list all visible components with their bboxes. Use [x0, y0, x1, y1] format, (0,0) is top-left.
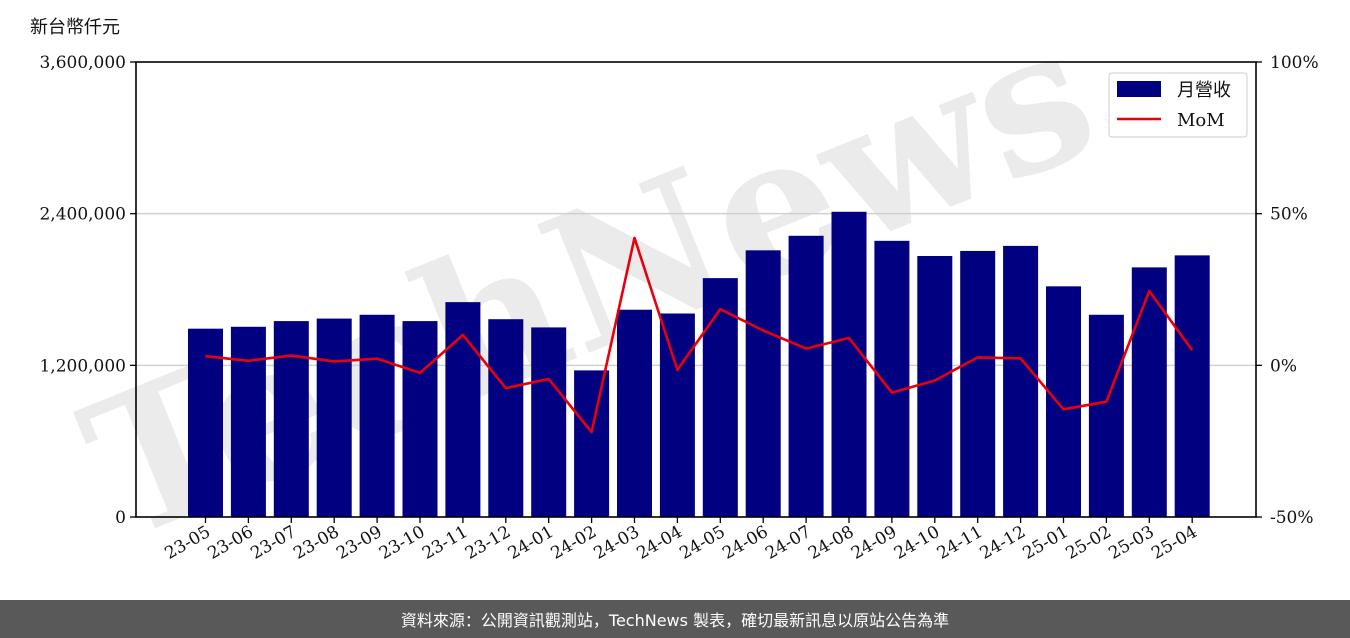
y-right-tick-label: 0%: [1270, 356, 1297, 376]
bar: [617, 309, 652, 517]
bar: [445, 302, 481, 517]
bar: [230, 326, 266, 517]
x-tick-label: 24-04: [633, 522, 685, 564]
x-tick-label: 24-02: [548, 522, 600, 564]
y-left-tick-label: 1,200,000: [39, 356, 126, 376]
bar: [960, 250, 996, 517]
bar: [1088, 314, 1124, 517]
source-footer: 資料來源：公開資訊觀測站，TechNews 製表，確切最新訊息以原站公告為準: [0, 600, 1350, 638]
bar: [273, 321, 309, 517]
y-left-tick-label: 0: [115, 508, 126, 528]
legend-bar-swatch: [1117, 81, 1161, 97]
bar: [316, 318, 352, 517]
bar: [745, 250, 781, 517]
bar: [188, 328, 223, 517]
y-left-tick-label: 3,600,000: [39, 53, 126, 73]
x-tick-label: 24-12: [977, 522, 1029, 564]
x-tick-label: 24-08: [805, 522, 857, 564]
bar: [831, 211, 867, 518]
y-right-tick-label: 50%: [1270, 205, 1308, 225]
x-tick-label: 24-10: [891, 522, 943, 564]
x-tick-label: 23-08: [290, 522, 342, 564]
bar: [788, 235, 824, 517]
bar: [1174, 255, 1210, 517]
bar: [402, 321, 438, 517]
x-tick-label: 24-03: [591, 522, 643, 564]
x-tick-label: 24-07: [762, 522, 814, 564]
bar: [531, 327, 567, 517]
bar: [702, 278, 738, 517]
unit-label: 新台幣仟元: [30, 17, 120, 38]
x-tick-label: 24-09: [848, 522, 900, 564]
x-tick-label: 24-01: [505, 522, 557, 564]
x-tick-label: 23-09: [333, 522, 385, 564]
x-tick-label: 25-03: [1105, 522, 1157, 564]
bar: [659, 313, 695, 517]
bar: [1046, 286, 1081, 517]
y-right-tick-label: -50%: [1270, 508, 1314, 528]
x-tick-label: 25-01: [1020, 522, 1072, 564]
bar: [917, 256, 953, 517]
y-right-tick-label: 100%: [1270, 53, 1319, 73]
x-tick-label: 24-06: [719, 522, 771, 564]
x-tick-label: 25-02: [1062, 522, 1114, 564]
bar: [1003, 245, 1039, 518]
y-left-tick-label: 2,400,000: [39, 205, 126, 225]
legend-label-mom: MoM: [1177, 110, 1225, 131]
bar: [488, 319, 524, 517]
x-tick-label: 25-04: [1148, 522, 1200, 564]
x-tick-label: 23-12: [462, 522, 514, 564]
footer-text: 資料來源：公開資訊觀測站，TechNews 製表，確切最新訊息以原站公告為準: [400, 611, 950, 630]
x-tick-label: 23-11: [419, 522, 471, 564]
x-tick-label: 23-10: [376, 522, 428, 564]
revenue-chart: TechNews01,200,0002,400,0003,600,000-50%…: [30, 0, 1319, 583]
legend-label-revenue: 月營收: [1177, 80, 1231, 101]
x-tick-label: 24-05: [676, 522, 728, 564]
bar: [1131, 267, 1167, 517]
x-tick-label: 24-11: [934, 522, 986, 564]
bar: [359, 314, 395, 517]
bar: [574, 370, 610, 517]
mom-line: [205, 236, 1194, 434]
chart-area: TechNews 0 1,200,000 2,400,000 3,600,000 -50%…: [30, 0, 1319, 583]
plot-frame: [135, 61, 1257, 518]
